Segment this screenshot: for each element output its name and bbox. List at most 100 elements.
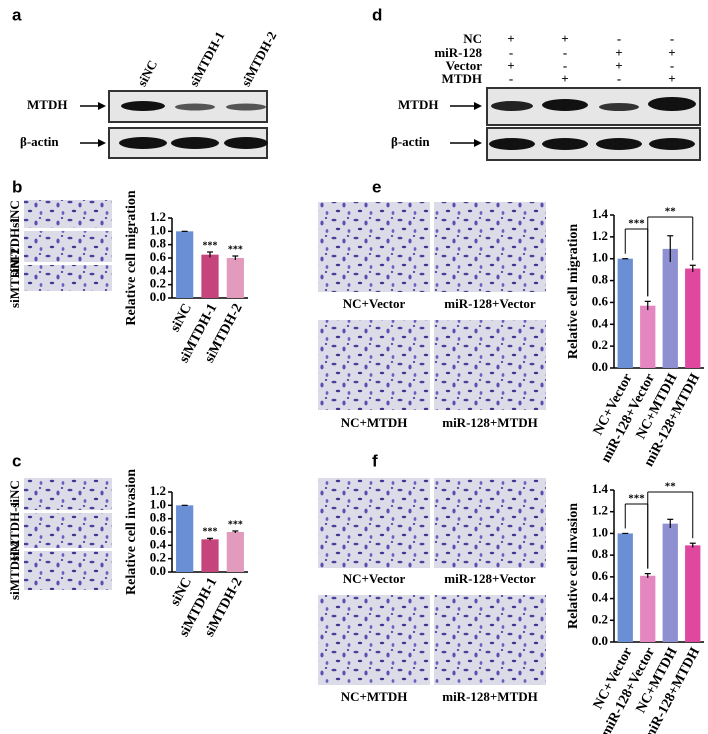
y-axis-label: Relative cell invasion [124,469,139,595]
condition-label: MTDH [442,71,482,86]
y-tick-label: 0.4 [150,536,167,551]
image-label: siMTDH-2 [7,248,22,308]
condition-sign: + [561,31,568,46]
arrow-head [474,102,482,110]
micrograph [24,231,112,262]
row-label: MTDH [398,97,438,112]
bar [226,532,244,572]
bracket-label: ** [665,206,677,218]
image-label: siNC [7,480,22,507]
image-label: miR-128+Vector [444,571,536,586]
y-tick-label: 0.4 [150,262,167,277]
band [226,103,266,111]
y-axis-label: Relative cell migration [566,224,581,360]
condition-label: Vector [446,58,483,73]
y-tick-label: 1.2 [592,503,608,518]
panel-label: d [372,5,382,24]
condition-sign: - [670,58,674,73]
band [171,137,219,149]
condition-label: NC [463,31,482,46]
y-tick-label: 0.6 [150,523,167,538]
y-tick-label: 1.4 [592,481,609,496]
condition-sign: - [670,31,674,46]
y-tick-label: 0.2 [592,611,608,626]
band [648,97,696,111]
bracket-label: ** [665,481,677,493]
condition-sign: + [507,58,514,73]
micrograph [434,202,546,292]
condition-sign: - [617,31,621,46]
image-label: NC+MTDH [341,415,408,430]
condition-sign: + [615,58,622,73]
band [489,138,535,150]
bar [685,545,701,642]
band [119,137,167,149]
micrograph [24,513,112,548]
bracket-label: *** [628,493,645,505]
micrograph [434,320,546,410]
band [542,138,588,150]
condition-sign: - [509,45,513,60]
lane-label: siNC [134,58,160,89]
band [121,101,165,111]
bar [662,248,678,368]
condition-sign: - [563,58,567,73]
image-label: NC+MTDH [341,689,408,704]
micrograph [24,551,112,590]
y-tick-label: 0.4 [592,315,609,330]
y-tick-label: 0.8 [592,546,609,561]
arrow-head [98,139,106,147]
significance: *** [228,519,243,530]
bar [617,533,633,642]
row-label: β-actin [20,134,59,149]
panel-label: f [372,451,378,470]
y-tick-label: 1.2 [150,209,166,224]
bar [640,575,656,642]
y-tick-label: 0.0 [592,633,608,648]
band [491,101,533,111]
band [599,103,639,111]
y-tick-label: 0.2 [592,337,608,352]
significance: *** [203,527,218,538]
bracket-label: *** [628,218,645,230]
condition-sign: + [561,71,568,86]
bar [640,305,656,368]
condition-sign: + [668,71,675,86]
band [224,137,268,149]
bar [176,231,194,298]
micrograph [434,595,546,685]
micrograph [24,265,112,291]
row-label: β-actin [391,134,430,149]
y-tick-label: 0.0 [150,563,166,578]
x-tick-label: siNC [168,575,195,608]
row-label: MTDH [27,97,67,112]
y-tick-label: 0.2 [150,276,166,291]
y-tick-label: 1.0 [592,524,608,539]
bar [685,268,701,368]
condition-sign: - [509,71,513,86]
blot-d: MTDH β-actin [391,87,701,161]
condition-sign: - [617,71,621,86]
micrograph [318,202,430,292]
y-tick-label: 0.2 [150,550,166,565]
arrow-head [474,139,482,147]
band [649,138,695,150]
bar [201,539,219,572]
micrograph [318,595,430,685]
y-tick-label: 1.0 [150,222,166,237]
significance: *** [228,244,243,255]
image-label: miR-128+MTDH [442,415,538,430]
micrograph [318,478,430,568]
y-tick-label: 0.8 [150,236,167,251]
y-tick-label: 0.6 [592,568,609,583]
bar [226,258,244,298]
image-label: NC+Vector [343,571,406,586]
panel-label: c [12,451,21,470]
band [596,138,642,150]
panel-labels: a b c d e f [12,5,382,470]
condition-sign: - [563,45,567,60]
y-tick-label: 1.0 [150,496,166,511]
bar [662,523,678,642]
